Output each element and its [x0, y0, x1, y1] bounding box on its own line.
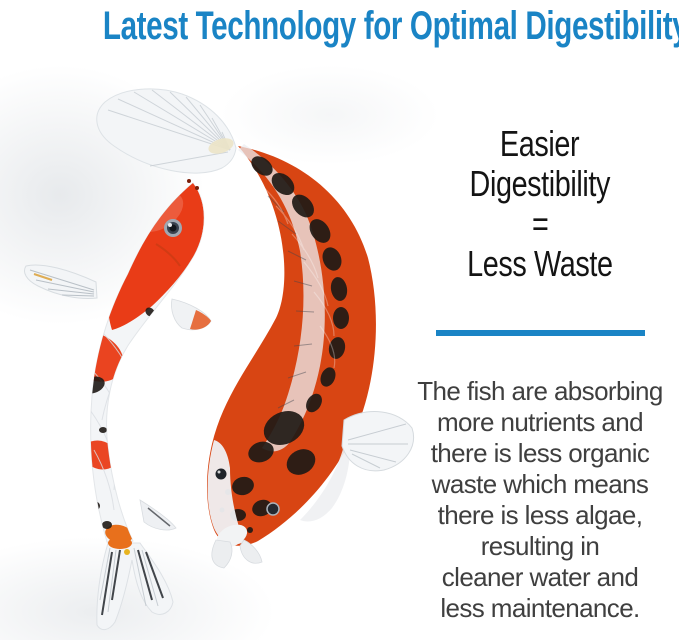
koi-right-tail-fin	[96, 88, 237, 174]
divider-line	[435, 330, 645, 336]
koi-left-gill-line	[155, 243, 181, 267]
koi-left-nostrils	[187, 179, 199, 190]
benefit-description-line: less maintenance.	[440, 593, 640, 623]
koi-right-eye	[215, 468, 280, 516]
koi-right	[96, 88, 414, 569]
benefit-description-line: more nutrients and	[437, 407, 644, 437]
koi-left-eye	[164, 219, 182, 237]
benefit-heading-line: Easier	[500, 123, 580, 164]
benefit-description-line: there is less algae,	[437, 500, 643, 530]
koi-left-tail-orange-spot	[108, 537, 132, 549]
benefit-description: The fish are absorbing more nutrients an…	[412, 376, 668, 624]
page-title: Latest Technology for Optimal Digestibil…	[102, 4, 679, 48]
koi-right-ventral-fins	[211, 539, 263, 569]
benefit-description-line: The fish are absorbing	[417, 376, 663, 406]
benefit-panel: Easier Digestibility = Less Waste The fi…	[412, 124, 668, 624]
koi-left-pectoral-fin-right	[171, 298, 212, 331]
koi-right-markings	[219, 156, 349, 533]
koi-right-pectoral-fin	[341, 411, 414, 472]
koi-right-belly-band	[238, 144, 325, 452]
benefit-description-line: resulting in	[480, 531, 600, 561]
koi-left-head-patch	[107, 183, 204, 330]
koi-right-scale-texture	[261, 185, 336, 369]
koi-right-body	[206, 146, 376, 546]
koi-left-ventral-fin	[139, 499, 177, 531]
koi-left	[24, 179, 212, 630]
benefit-heading-line: Digestibility	[469, 163, 611, 204]
equals-sign: =	[531, 203, 549, 244]
benefit-description-line: there is less organic	[430, 438, 650, 468]
benefit-description-line: waste which means	[431, 469, 649, 499]
koi-left-pectoral-fin-left	[24, 264, 98, 299]
koi-left-tail-fin	[96, 537, 174, 630]
benefit-description-line: cleaner water and	[441, 562, 639, 592]
benefit-heading: Easier Digestibility = Less Waste	[412, 124, 668, 284]
benefit-heading-line: Less Waste	[467, 243, 613, 284]
page-header: Latest Technology for Optimal Digestibil…	[0, 0, 679, 52]
